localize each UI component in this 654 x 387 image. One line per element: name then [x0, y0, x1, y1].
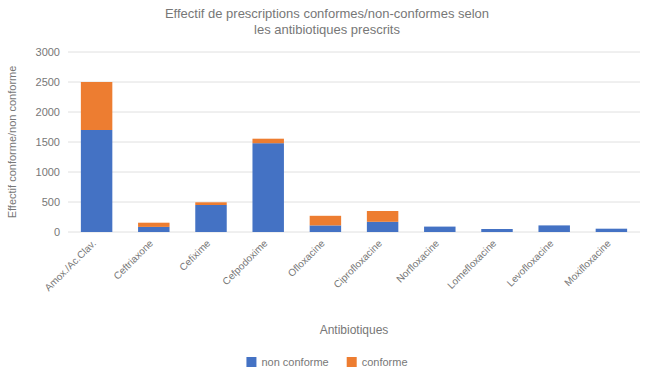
bar	[81, 130, 112, 232]
y-tick-label: 1000	[36, 166, 60, 178]
legend: non conforme conforme	[246, 356, 407, 368]
bar	[310, 225, 341, 232]
y-tick-label: 3000	[36, 46, 60, 58]
x-tick-label: Levofloxacine	[505, 237, 556, 288]
bar	[424, 226, 455, 227]
x-tick-label: Ofloxacine	[286, 237, 327, 278]
bar	[195, 202, 226, 205]
bar	[596, 229, 627, 232]
x-tick-label: Norfloxacine	[394, 237, 441, 284]
grid-line	[68, 142, 640, 143]
y-tick-label: 500	[42, 196, 60, 208]
legend-item: non conforme	[246, 356, 328, 368]
bar	[481, 229, 512, 230]
bar	[252, 139, 283, 144]
bar	[81, 82, 112, 130]
grid-line	[68, 202, 640, 203]
bar	[252, 143, 283, 232]
y-tick-label: 1500	[36, 136, 60, 148]
grid-line	[68, 52, 640, 53]
bar	[310, 216, 341, 226]
grid-line	[68, 112, 640, 113]
x-tick-label: Moxifloxacine	[562, 237, 613, 288]
y-axis-label: Effectif conforme/non conforme	[6, 66, 18, 219]
x-tick-label: Lomefloxacine	[445, 237, 499, 291]
chart: Effectif de prescriptions conformes/non-…	[0, 0, 654, 387]
y-tick-label: 2000	[36, 106, 60, 118]
legend-item: conforme	[347, 356, 408, 368]
bar	[481, 229, 512, 232]
legend-swatch	[246, 357, 256, 367]
bar	[424, 227, 455, 232]
grid-line	[68, 172, 640, 173]
y-tick-label: 2500	[36, 76, 60, 88]
legend-label: non conforme	[261, 356, 328, 368]
x-tick-label: Ciprofloxacine	[331, 237, 384, 290]
title-line: Effectif de prescriptions conformes/non-…	[165, 6, 489, 21]
legend-swatch	[347, 357, 357, 367]
bar	[138, 223, 169, 227]
bar	[138, 227, 169, 232]
x-tick-label: Cefixime	[177, 237, 213, 273]
legend-label: conforme	[362, 356, 408, 368]
title-line: les antibiotiques prescrits	[254, 22, 400, 37]
bar	[538, 225, 569, 226]
x-tick-label: Amox./Ac.Clav.	[42, 238, 98, 294]
grid	[68, 52, 640, 232]
bar	[367, 211, 398, 222]
title: Effectif de prescriptions conformes/non-…	[165, 6, 489, 37]
bars	[81, 82, 627, 232]
grid-line	[68, 82, 640, 83]
x-tick-label: Cefpodoxime	[220, 237, 270, 287]
bar	[195, 205, 226, 232]
y-tick-label: 0	[54, 226, 60, 238]
x-axis-label: Antibiotiques	[320, 323, 389, 337]
x-tick-label: Ceftriaxone	[111, 237, 155, 281]
bar	[538, 225, 569, 232]
bar	[596, 228, 627, 229]
bar	[367, 222, 398, 232]
